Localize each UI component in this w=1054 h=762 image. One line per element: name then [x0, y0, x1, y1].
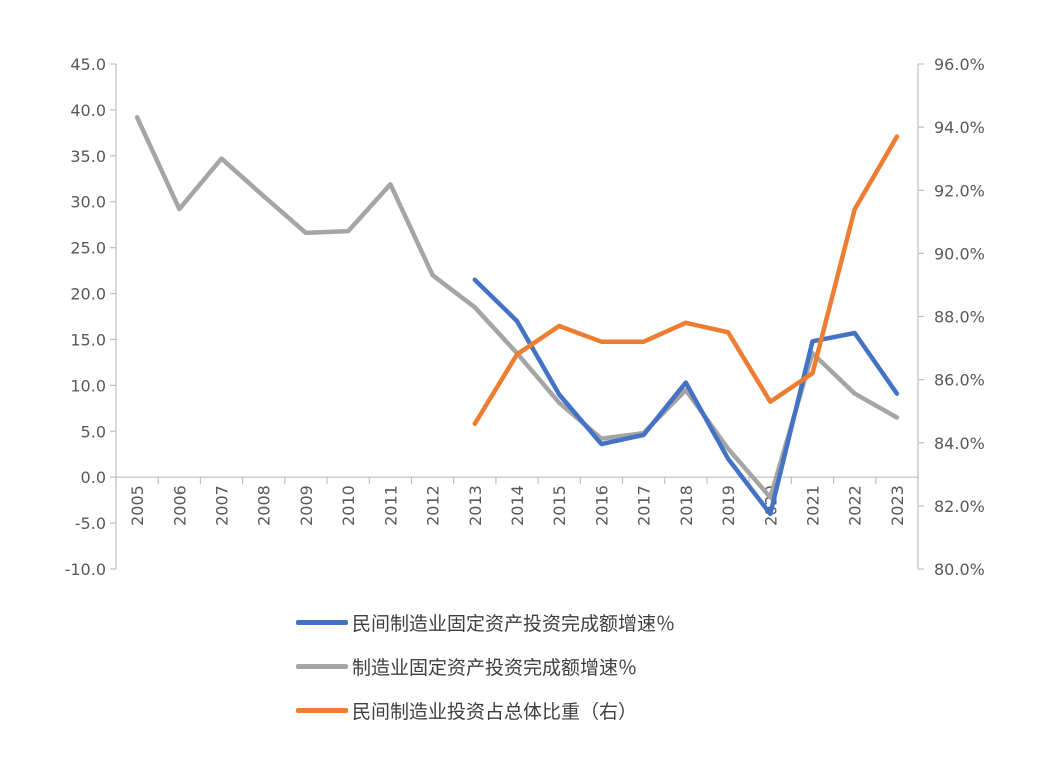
- x-tick-label: 2023: [888, 485, 907, 526]
- legend-item-mfg-growth: 制造业固定资产投资完成额增速％: [296, 644, 675, 688]
- x-tick-label: 2016: [592, 485, 611, 526]
- right-tick-label: 96.0%: [934, 55, 985, 74]
- x-tick-label: 2009: [297, 485, 316, 526]
- left-tick-label: 0.0: [81, 468, 106, 487]
- left-tick-label: 45.0: [70, 55, 106, 74]
- legend-item-private-mfg-growth: 民间制造业固定资产投资完成额增速％: [296, 600, 675, 644]
- legend-item-private-share: 民间制造业投资占总体比重（右）: [296, 688, 675, 732]
- legend-swatch-gray: [296, 663, 348, 669]
- legend-label: 民间制造业固定资产投资完成额增速％: [352, 612, 676, 635]
- x-tick-label: 2012: [424, 485, 443, 526]
- right-tick-label: 82.0%: [934, 497, 985, 516]
- right-tick-label: 84.0%: [934, 434, 985, 453]
- x-tick-label: 2008: [255, 485, 274, 526]
- x-tick-label: 2014: [508, 485, 527, 526]
- left-tick-label: 35.0: [70, 147, 106, 166]
- left-tick-label: 10.0: [70, 376, 106, 395]
- series-line-1: [134, 115, 900, 500]
- right-tick-label: 94.0%: [934, 118, 985, 137]
- x-tick-label: 2015: [550, 485, 569, 526]
- left-tick-label: 5.0: [81, 422, 106, 441]
- legend-label: 制造业固定资产投资完成额增速％: [352, 656, 638, 679]
- right-tick-label: 80.0%: [934, 560, 985, 579]
- legend: 民间制造业固定资产投资完成额增速％ 制造业固定资产投资完成额增速％ 民间制造业投…: [296, 600, 675, 732]
- right-tick-label: 86.0%: [934, 371, 985, 390]
- x-tick-label: 2007: [213, 485, 232, 526]
- x-tick-label: 2018: [677, 485, 696, 526]
- right-y-axis: 96.0% 94.0% 92.0% 90.0% 88.0% 86.0% 84.0% 82.0%…: [917, 55, 985, 579]
- left-tick-label: 25.0: [70, 239, 106, 258]
- x-tick-label: 2011: [381, 485, 400, 526]
- x-tick-label: 2013: [466, 485, 485, 526]
- left-tick-label: 40.0: [70, 101, 106, 120]
- series-lines: [134, 115, 900, 517]
- x-tick-label: 2005: [128, 485, 147, 526]
- left-tick-label: -5.0: [75, 514, 106, 533]
- left-tick-label: -10.0: [65, 560, 106, 579]
- x-tick-label: 2010: [339, 485, 358, 526]
- right-tick-label: 92.0%: [934, 181, 985, 200]
- x-tick-label: 2006: [170, 485, 189, 526]
- legend-swatch-orange: [296, 707, 348, 713]
- right-tick-label: 90.0%: [934, 244, 985, 263]
- right-tick-label: 88.0%: [934, 308, 985, 327]
- x-axis: 2005 2006 2007 2008 2009 2010 2011 2012 2013 2014…: [115, 476, 919, 526]
- legend-swatch-blue: [296, 619, 348, 625]
- left-tick-label: 20.0: [70, 285, 106, 304]
- x-tick-label: 2021: [803, 485, 822, 526]
- line-chart: 45.0 40.0 35.0 30.0 25.0 20.0 15.0 10.0 5.0 0.0 -5…: [65, 55, 985, 579]
- x-tick-label: 2022: [846, 485, 865, 526]
- legend-label: 民间制造业投资占总体比重（右）: [352, 700, 638, 723]
- left-tick-label: 30.0: [70, 193, 106, 212]
- x-tick-label: 2017: [635, 485, 654, 526]
- left-y-axis: 45.0 40.0 35.0 30.0 25.0 20.0 15.0 10.0 5.0 0.0 -5…: [65, 55, 117, 579]
- x-tick-label: 2019: [719, 485, 738, 526]
- left-tick-label: 15.0: [70, 330, 106, 349]
